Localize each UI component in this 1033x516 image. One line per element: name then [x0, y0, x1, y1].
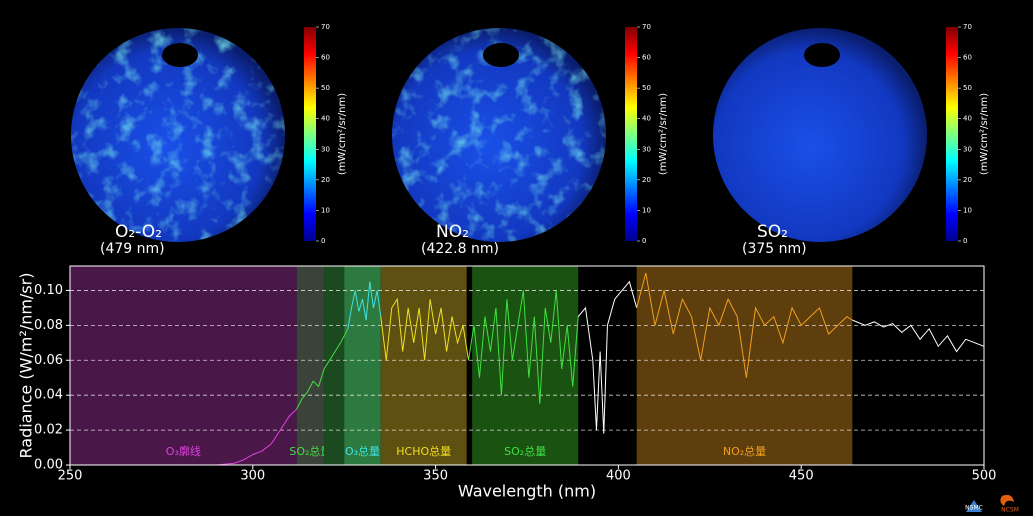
map-wavelength: (375 nm): [742, 241, 807, 257]
x-tick-label: 500: [972, 469, 997, 484]
y-tick-label: 0.06: [34, 353, 63, 368]
y-tick-label: 0.00: [34, 458, 63, 473]
band: [70, 266, 297, 465]
y-tick-label: 0.10: [34, 283, 63, 298]
colorbar-tick-label: 50: [642, 84, 651, 92]
plot-frame: [69, 265, 985, 466]
band: [472, 266, 579, 465]
colorbar-tick-label: 0: [321, 237, 325, 245]
colorbar-tick-label: 70: [321, 23, 330, 31]
nsmc-logo-icon: [966, 500, 982, 512]
band-label: SO₂总量: [504, 444, 546, 458]
colorbar-tick-label: 40: [963, 115, 972, 123]
band-label: O₃廓线: [166, 444, 201, 458]
x-tick-label: 250: [58, 469, 83, 484]
spectrum-line: [347, 281, 382, 329]
colorbar-tick-label: 60: [642, 54, 651, 62]
colorbar-tick-label: 30: [963, 145, 972, 153]
polar-gap: [483, 43, 519, 67]
colorbar-tick-label: 10: [642, 206, 651, 214]
y-tick-label: 0.08: [34, 318, 63, 333]
y-tick-label: 0.02: [34, 423, 63, 438]
map-panel: O₂-O₂(479 nm) 0 10 20 30 40 50 60 70 (mW/cm²/sr/n…: [71, 23, 348, 257]
map-label: O₂-O₂: [115, 222, 162, 242]
colorbar: [625, 27, 637, 241]
polar-gap: [804, 43, 840, 67]
colorbar-tick-label: 60: [963, 54, 972, 62]
colorbar-label: (mW/cm²/sr/nm): [979, 93, 990, 175]
spectrum-line: [577, 280, 638, 434]
colorbar: [304, 27, 316, 241]
colorbar-tick-label: 50: [963, 84, 972, 92]
colorbar-tick-label: 20: [321, 176, 330, 184]
colorbar-tick-label: 40: [642, 115, 651, 123]
colorbar-tick-label: 40: [321, 115, 330, 123]
colorbar-label: (mW/cm²/sr/nm): [658, 93, 669, 175]
x-tick-label: 450: [789, 469, 814, 484]
spectrum-line: [296, 328, 349, 410]
colorbar-tick-label: 60: [321, 54, 330, 62]
spectrum-line: [852, 319, 985, 353]
x-tick-label: 350: [423, 469, 448, 484]
colorbar-tick-label: 10: [321, 206, 330, 214]
map-wavelength: (479 nm): [100, 241, 165, 257]
polar-gap: [162, 43, 198, 67]
band-label: NO₂总量: [723, 444, 766, 458]
x-axis-label: Wavelength (nm): [458, 482, 596, 501]
map-wavelength: (422.8 nm): [421, 241, 499, 257]
colorbar-tick-label: 30: [642, 145, 651, 153]
band-label: SO₂总量: [289, 444, 331, 458]
spectrum-line: [636, 272, 853, 378]
map-panel: NO₂(422.8 nm) 0 10 20 30 40 50 60 70 (mW/cm²/sr/n…: [392, 23, 669, 257]
colorbar: [946, 27, 958, 241]
y-axis-label: Radiance (W/m²/nm/sr): [17, 273, 36, 459]
colorbar-tick-label: 0: [963, 237, 967, 245]
colorbar-tick-label: 30: [321, 145, 330, 153]
colorbar-label: (mW/cm²/sr/nm): [337, 93, 348, 175]
x-tick-label: 300: [240, 469, 265, 484]
map-label: NO₂: [436, 222, 469, 242]
colorbar-tick-label: 20: [963, 176, 972, 184]
colorbar-tick-label: 70: [963, 23, 972, 31]
band-label: O₃总量: [345, 444, 380, 458]
band-label: HCHO总量: [396, 444, 451, 458]
nsmc-logo-text: NSMC: [965, 505, 983, 512]
ncsm-logo-icon: [1000, 494, 1014, 506]
colorbar-tick-label: 70: [642, 23, 651, 31]
globe: [713, 28, 927, 242]
y-tick-label: 0.04: [34, 388, 63, 403]
colorbar-tick-label: 20: [642, 176, 651, 184]
colorbar-tick-label: 0: [642, 237, 646, 245]
logos: NSMC NCSM: [965, 494, 1019, 514]
band: [380, 266, 467, 465]
map-panel: SO₂(375 nm) 0 10 20 30 40 50 60 70 (mW/cm²/sr/nm): [713, 23, 990, 257]
band: [296, 266, 325, 465]
x-tick-label: 400: [606, 469, 631, 484]
spectrum-line: [380, 297, 469, 361]
ncsm-logo-text: NCSM: [1001, 507, 1019, 514]
spectrum-line: [468, 290, 579, 404]
colorbar-tick-label: 10: [963, 206, 972, 214]
colorbar-tick-label: 50: [321, 84, 330, 92]
band: [324, 266, 345, 465]
map-label: SO₂: [757, 222, 788, 242]
band: [344, 266, 381, 465]
